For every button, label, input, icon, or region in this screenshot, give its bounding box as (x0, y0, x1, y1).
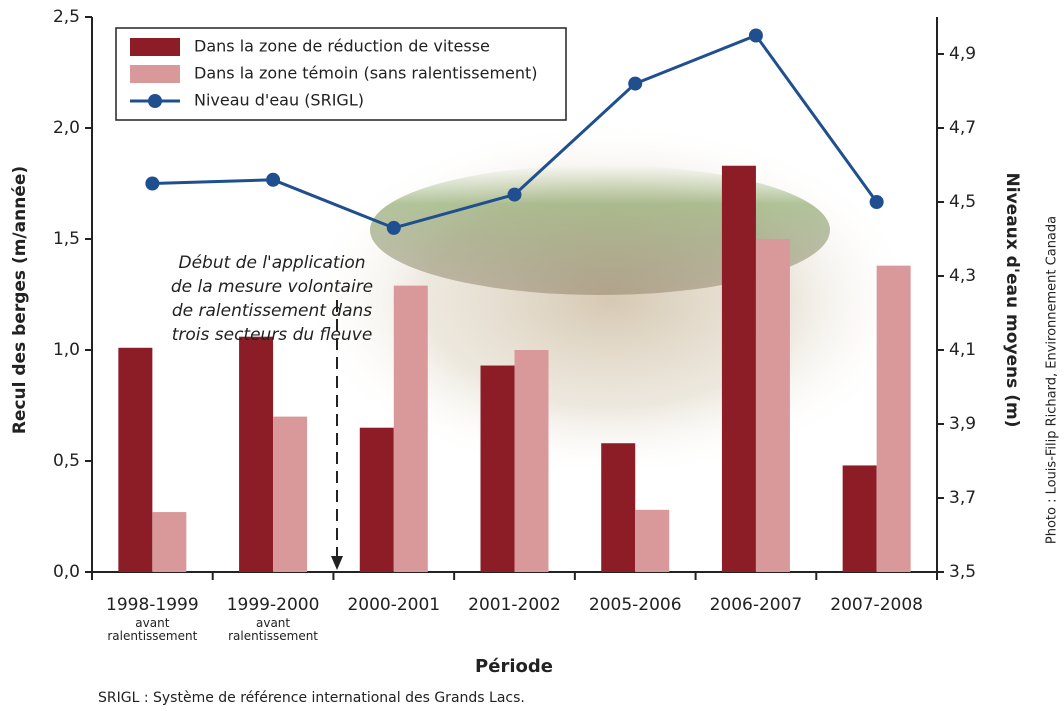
line-marker (508, 188, 522, 202)
line-marker (387, 221, 401, 235)
legend-label: Dans la zone de réduction de vitesse (194, 37, 490, 56)
y2-axis-title: Niveaux d'eau moyens (m) (1002, 173, 1022, 428)
line-marker (749, 29, 763, 43)
annotation: de la mesure volontaire (171, 277, 373, 297)
legend-label: Dans la zone témoin (sans ralentissement… (194, 64, 538, 83)
bar (635, 510, 669, 572)
bar (601, 443, 635, 572)
photo-credit: Photo : Louis-Filip Richard, Environneme… (1045, 216, 1060, 544)
line-marker (266, 173, 280, 187)
y-tick-label: 1,0 (53, 340, 80, 360)
bar (515, 350, 549, 572)
x-tick-label: 2001-2002 (468, 595, 561, 615)
y-tick-label: 2,5 (53, 7, 80, 27)
bar (239, 337, 273, 572)
bar (394, 286, 428, 572)
line-marker (870, 195, 884, 209)
footnote: SRIGL : Système de référence internation… (98, 690, 525, 706)
y-tick-label: 0,5 (53, 451, 80, 471)
x-tick-label: 2000-2001 (347, 595, 440, 615)
x-tick-label: 2006-2007 (710, 595, 803, 615)
page: {"chart_data": {"type": "bar-line", "y_l… (0, 0, 1064, 711)
line-marker (145, 177, 159, 191)
bar (722, 166, 756, 572)
bar (152, 512, 186, 572)
x-tick-label: 2005-2006 (589, 595, 682, 615)
annotation: trois secteurs du fleuve (172, 325, 373, 345)
line-marker (628, 77, 642, 91)
chart: Recul des berges (m/année) Niveaux d'eau… (0, 0, 1064, 711)
y-tick-label: 2,0 (53, 118, 80, 138)
bar (877, 266, 911, 572)
y2-tick-label: 4,1 (949, 340, 976, 360)
x-tick-label: 1999-2000 (227, 595, 320, 615)
legend-swatch (130, 65, 180, 83)
bar (118, 348, 152, 572)
legend-swatch (148, 94, 162, 108)
annotation: de ralentissement dans (172, 301, 372, 321)
y-tick-label: 1,5 (53, 229, 80, 249)
bar (756, 239, 790, 572)
x-tick-label: 1998-1999 (106, 595, 199, 615)
legend-label: Niveau d'eau (SRIGL) (194, 91, 364, 110)
legend-swatch (130, 38, 180, 56)
x-axis-title: Période (475, 656, 553, 677)
y-tick-label: 0,0 (53, 562, 80, 582)
bar (273, 417, 307, 572)
x-tick-note: avant ralentissement (213, 617, 333, 643)
bar (481, 366, 515, 572)
y2-tick-label: 4,7 (949, 118, 976, 138)
y2-tick-label: 3,7 (949, 488, 976, 508)
x-tick-note: avant ralentissement (92, 617, 212, 643)
y2-tick-label: 4,5 (949, 192, 976, 212)
y2-tick-label: 4,9 (949, 44, 976, 64)
bar (843, 465, 877, 572)
annotation-arrow-head (331, 556, 343, 570)
y2-tick-label: 3,9 (949, 414, 976, 434)
x-tick-label: 2007-2008 (830, 595, 923, 615)
y2-tick-label: 4,3 (949, 266, 976, 286)
annotation: Début de l'application (178, 253, 365, 273)
y-axis-title: Recul des berges (m/année) (10, 166, 30, 434)
y2-tick-label: 3,5 (949, 562, 976, 582)
bar (360, 428, 394, 572)
